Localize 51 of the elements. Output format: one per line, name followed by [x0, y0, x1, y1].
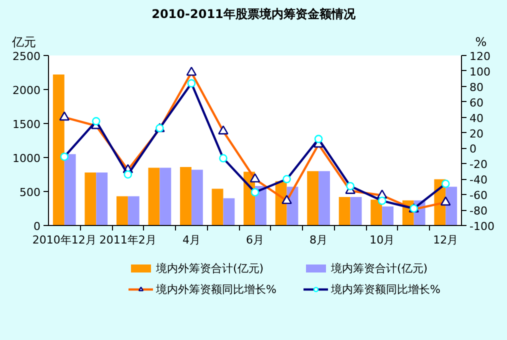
y2-tick-label: 0 — [470, 142, 476, 156]
bar — [212, 188, 224, 226]
bar — [128, 196, 140, 226]
bar — [446, 186, 458, 226]
bar — [350, 196, 362, 226]
y2-tick-label: -60 — [470, 189, 488, 202]
bar — [64, 154, 76, 226]
y2-tick-label: 60 — [470, 96, 484, 110]
bar — [160, 168, 172, 226]
bar — [382, 206, 394, 226]
x-tick-label: 4月 — [182, 234, 200, 246]
bar — [338, 196, 350, 226]
bar — [116, 196, 128, 226]
y2-tick-label: 20 — [470, 127, 484, 140]
y2-tick-label: 120 — [470, 50, 490, 63]
y2-tick-label: 100 — [470, 65, 490, 78]
x-tick-label: 12月 — [433, 234, 458, 246]
bar — [370, 200, 382, 226]
legend-label: 境内筹资额同比增长% — [331, 282, 440, 297]
bar — [84, 172, 96, 226]
legend-label: 境内筹资合计(亿元) — [331, 260, 428, 276]
y2-axis-title: % — [475, 34, 487, 50]
y2-tick-label: -20 — [470, 158, 488, 172]
y2-tick-label: -80 — [470, 204, 488, 218]
y-tick-label: 2500 — [12, 50, 41, 63]
x-tick-label: 8月 — [310, 234, 328, 246]
x-tick-label: 2010年12月 — [32, 234, 96, 246]
y-tick-label: 1000 — [12, 152, 41, 165]
x-tick-label: 6月 — [246, 234, 264, 246]
bar — [96, 172, 108, 226]
y-tick-label: 1500 — [12, 118, 41, 131]
x-tick-label: 2011年2月 — [99, 234, 156, 246]
bar — [318, 171, 330, 226]
bar — [223, 198, 235, 226]
y-tick-label: 500 — [20, 186, 41, 199]
bar — [191, 170, 203, 226]
y-tick-label: 0 — [34, 220, 40, 233]
legend-label: 境内外筹资额同比增长% — [156, 282, 276, 297]
y2-tick-label: -40 — [470, 174, 488, 187]
bar — [148, 168, 160, 226]
bar — [52, 74, 64, 226]
bar — [307, 171, 319, 226]
legend-label: 境内外筹资合计(亿元) — [156, 260, 264, 276]
y2-tick-label: 80 — [470, 80, 484, 94]
bar — [180, 167, 192, 226]
chart-title: 2010-2011年股票境内筹资金额情况 — [152, 6, 356, 23]
y-axis-title: 亿元 — [12, 34, 36, 50]
x-tick-label: 10月 — [370, 234, 395, 246]
y2-tick-label: -100 — [470, 220, 494, 233]
y-tick-label: 2000 — [12, 84, 41, 97]
y2-tick-label: 40 — [470, 112, 484, 125]
